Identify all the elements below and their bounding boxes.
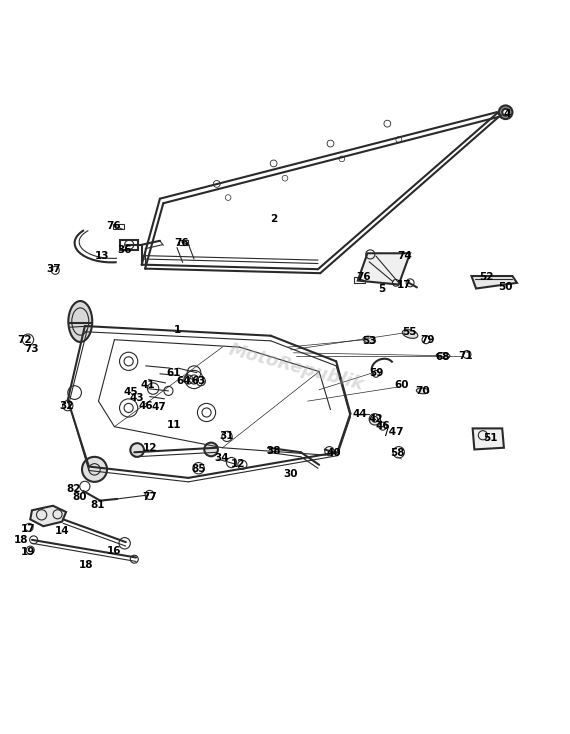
Text: 68: 68: [436, 352, 450, 362]
Text: 19: 19: [21, 547, 35, 557]
Text: 81: 81: [90, 500, 105, 509]
Text: 13: 13: [95, 251, 109, 261]
Text: 60: 60: [394, 380, 409, 390]
Circle shape: [185, 371, 203, 388]
Text: 74: 74: [397, 251, 412, 261]
Text: 17: 17: [21, 524, 35, 534]
Text: 55: 55: [402, 327, 416, 337]
Text: MotoRepublik: MotoRepublik: [227, 341, 366, 393]
Ellipse shape: [363, 336, 375, 344]
Text: /47: /47: [385, 427, 404, 437]
Ellipse shape: [402, 330, 418, 338]
Text: 63: 63: [192, 377, 206, 386]
Text: 70: 70: [416, 386, 430, 396]
Bar: [355, 277, 365, 283]
Text: 64: 64: [177, 377, 191, 386]
Text: 40: 40: [326, 448, 341, 459]
Text: 31: 31: [220, 432, 234, 441]
Text: 51: 51: [483, 433, 498, 443]
Text: 17: 17: [397, 280, 412, 289]
Polygon shape: [471, 276, 517, 288]
Text: 38: 38: [266, 446, 281, 456]
Ellipse shape: [416, 388, 429, 393]
Text: 79: 79: [420, 335, 434, 345]
Ellipse shape: [436, 353, 450, 358]
Text: 76: 76: [174, 238, 189, 248]
Circle shape: [204, 443, 218, 457]
Circle shape: [131, 443, 144, 457]
Text: 53: 53: [362, 336, 376, 346]
Circle shape: [197, 404, 215, 421]
Text: 46: 46: [376, 421, 390, 431]
Text: 77: 77: [142, 492, 157, 501]
Text: 11: 11: [167, 420, 181, 430]
Text: 58: 58: [390, 448, 405, 459]
Text: 76: 76: [106, 221, 121, 231]
Bar: [113, 224, 124, 230]
Text: 59: 59: [369, 368, 383, 378]
Text: 82: 82: [66, 484, 81, 494]
Text: 18: 18: [13, 535, 28, 545]
Polygon shape: [358, 253, 410, 285]
Text: 72: 72: [17, 335, 32, 345]
Text: 2: 2: [270, 214, 277, 224]
Text: 12: 12: [231, 459, 246, 469]
Text: 52: 52: [479, 272, 494, 282]
Text: 36: 36: [117, 245, 132, 255]
Text: 42: 42: [369, 414, 383, 424]
Text: 50: 50: [498, 283, 513, 292]
Text: 14: 14: [55, 526, 70, 536]
Circle shape: [369, 414, 381, 425]
Circle shape: [499, 106, 512, 119]
Text: 12: 12: [142, 443, 157, 453]
Text: 44: 44: [353, 409, 368, 418]
Bar: [120, 239, 139, 250]
Polygon shape: [30, 506, 66, 526]
Text: 85: 85: [192, 465, 206, 474]
Circle shape: [502, 109, 509, 116]
Text: 41: 41: [140, 380, 154, 390]
Text: 43: 43: [130, 393, 144, 403]
Text: 76: 76: [356, 272, 370, 282]
Text: 4: 4: [503, 109, 511, 119]
Text: 45: 45: [123, 387, 137, 397]
Text: 5: 5: [378, 283, 385, 294]
Text: 32: 32: [59, 401, 74, 410]
Text: 18: 18: [79, 560, 93, 570]
Text: 46: 46: [139, 401, 153, 410]
Text: 73: 73: [25, 344, 39, 354]
Text: 37: 37: [46, 264, 61, 275]
Circle shape: [82, 457, 107, 482]
Text: 34: 34: [214, 453, 229, 463]
Text: 1: 1: [173, 325, 181, 335]
Circle shape: [120, 399, 138, 417]
Circle shape: [120, 352, 138, 371]
Text: 80: 80: [72, 492, 87, 501]
Text: 16: 16: [107, 545, 121, 556]
Text: 61: 61: [167, 368, 181, 378]
Text: 47: 47: [152, 401, 166, 412]
Polygon shape: [473, 429, 504, 449]
Bar: [179, 240, 188, 245]
Text: 71: 71: [458, 351, 473, 360]
Ellipse shape: [68, 301, 92, 342]
Text: 30: 30: [283, 469, 298, 479]
